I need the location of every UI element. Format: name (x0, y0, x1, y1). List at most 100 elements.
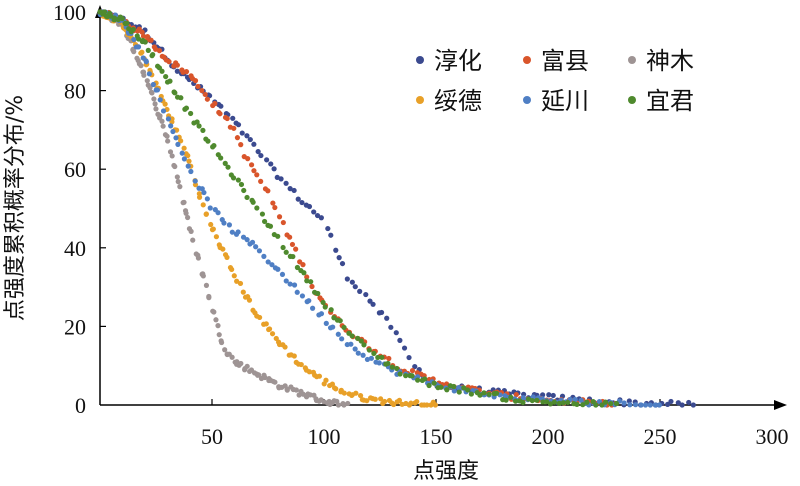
data-point (263, 321, 269, 327)
legend-marker (416, 96, 424, 104)
data-point (217, 111, 223, 117)
data-point (330, 324, 336, 330)
data-point (306, 369, 313, 375)
data-point (287, 186, 293, 192)
data-point (200, 127, 206, 133)
data-point (451, 388, 457, 394)
data-point (341, 390, 347, 396)
data-points (97, 9, 696, 408)
data-point (300, 262, 306, 268)
x-tick-label: 250 (644, 424, 677, 449)
data-point (179, 150, 185, 156)
data-point (357, 288, 363, 294)
data-point (283, 278, 289, 284)
data-point (218, 155, 224, 161)
data-point (254, 172, 260, 178)
data-point (627, 402, 633, 408)
data-point (314, 212, 321, 219)
data-point (139, 49, 145, 55)
data-point (203, 282, 210, 288)
data-point (543, 399, 550, 405)
data-point (325, 225, 331, 232)
data-point (225, 164, 231, 170)
data-point (520, 399, 526, 406)
data-point (289, 241, 296, 248)
data-point (465, 387, 471, 393)
data-point (154, 87, 161, 93)
data-point (294, 289, 300, 295)
y-tick-label: 100 (53, 0, 86, 25)
data-point (293, 387, 299, 393)
data-point (339, 260, 346, 267)
data-point (249, 239, 256, 245)
data-point (261, 218, 268, 225)
data-point (264, 157, 270, 163)
data-point (352, 346, 358, 352)
data-point (220, 246, 226, 252)
data-point (560, 400, 566, 406)
data-point (164, 133, 170, 139)
data-point (679, 402, 685, 408)
data-point (165, 138, 171, 144)
legend-label: 宜君 (646, 87, 694, 115)
data-point (188, 168, 194, 175)
data-point (271, 166, 277, 172)
data-point (339, 336, 345, 342)
data-point (477, 392, 483, 398)
data-point (159, 118, 165, 124)
data-point (222, 160, 228, 166)
data-point (181, 156, 187, 162)
data-point (258, 178, 264, 184)
data-point (229, 229, 235, 235)
data-point (181, 199, 187, 205)
data-point (174, 62, 180, 68)
data-point (208, 221, 214, 228)
data-point (656, 402, 662, 408)
data-point (205, 138, 211, 144)
data-point (647, 402, 653, 408)
data-point (456, 389, 462, 395)
data-point (389, 364, 395, 370)
data-point (167, 149, 174, 155)
data-point (254, 205, 260, 211)
data-point (382, 398, 388, 405)
data-point (203, 211, 209, 217)
data-point (310, 305, 316, 311)
data-point (216, 332, 222, 338)
data-point (185, 214, 191, 221)
data-point (244, 237, 250, 243)
data-point (270, 200, 276, 206)
data-point (215, 210, 221, 216)
data-point (299, 199, 305, 206)
data-point (131, 37, 137, 43)
data-point (253, 244, 259, 250)
data-point (551, 399, 557, 405)
data-point (162, 101, 168, 107)
data-point (244, 194, 250, 201)
data-point (174, 68, 180, 74)
data-point (360, 352, 366, 358)
data-point (222, 347, 228, 353)
data-point (261, 253, 267, 260)
data-point (396, 397, 403, 403)
x-tick-label: 300 (756, 424, 789, 449)
data-point (207, 205, 213, 211)
data-point (642, 402, 649, 408)
data-point (366, 347, 372, 353)
data-point (363, 291, 369, 298)
data-point (149, 90, 155, 96)
data-point (167, 78, 173, 84)
data-point (329, 381, 336, 387)
data-point (259, 211, 266, 217)
data-point (130, 26, 136, 33)
data-point (183, 105, 190, 111)
legend-marker (523, 96, 531, 104)
y-tick-label: 60 (64, 157, 86, 182)
data-point (163, 73, 169, 80)
data-point (556, 400, 562, 406)
data-point (235, 122, 242, 128)
data-point (394, 365, 400, 372)
data-point (328, 232, 334, 238)
data-point (141, 72, 147, 78)
